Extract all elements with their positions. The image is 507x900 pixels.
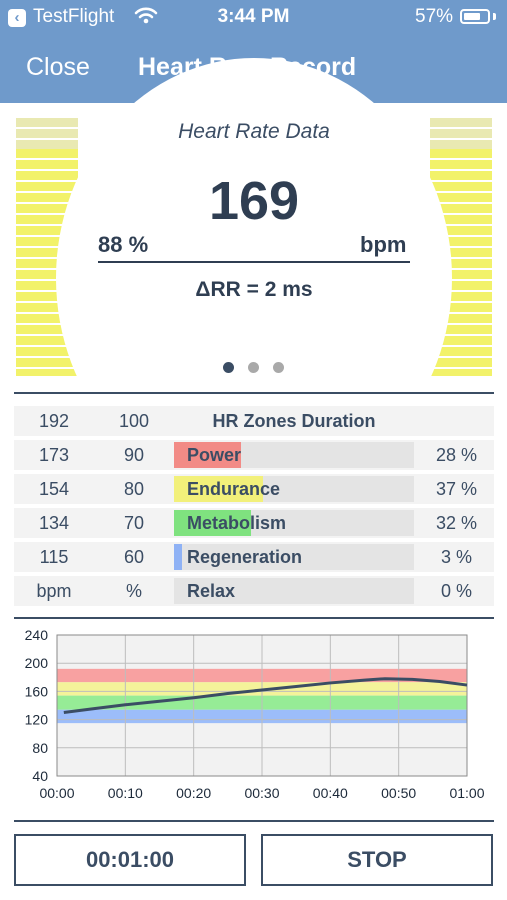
battery-tip-icon bbox=[493, 13, 496, 20]
zone-bar-fill bbox=[174, 476, 263, 502]
y-tick-label: 40 bbox=[32, 768, 48, 784]
zone-percent: 80 bbox=[123, 479, 145, 499]
heart-rate-gauge[interactable]: Heart Rate Data 169 88 % bpm ΔRR = 2 ms bbox=[16, 58, 492, 498]
zone-name: Power bbox=[187, 445, 242, 465]
zone-duration: 32 % bbox=[435, 513, 478, 533]
y-tick-label: 240 bbox=[25, 627, 49, 643]
heart-rate-line bbox=[63, 677, 468, 715]
zone-row-relax: bpm % Relax 0 % bbox=[14, 576, 494, 606]
zone-row-metabolism: 134 70 Metabolism 32 % bbox=[14, 508, 494, 538]
gauge-divider bbox=[98, 261, 410, 263]
chart-frame bbox=[56, 634, 468, 777]
page-dot-1[interactable] bbox=[223, 362, 234, 373]
zone-bpm: 115 bbox=[39, 547, 69, 567]
zone-bar-fill bbox=[174, 510, 251, 536]
zone-bar: Regeneration bbox=[174, 544, 414, 570]
page-dot-3[interactable] bbox=[273, 362, 284, 373]
zone-name: Regeneration bbox=[187, 547, 303, 567]
zone-bar: Endurance bbox=[174, 476, 414, 502]
heart-rate-percent: 88 % bbox=[98, 232, 149, 257]
y-tick-label: 160 bbox=[25, 683, 49, 699]
zone-percent: 70 bbox=[123, 513, 145, 533]
zone-percent-unit: % bbox=[125, 581, 142, 601]
zone-bpm: 173 bbox=[38, 445, 70, 465]
zone-name: Metabolism bbox=[187, 513, 287, 533]
close-button[interactable]: Close bbox=[26, 53, 90, 81]
zone-duration: 37 % bbox=[435, 479, 478, 499]
zone-bar-fill bbox=[174, 442, 241, 468]
back-app-label[interactable]: TestFlight bbox=[33, 6, 115, 27]
battery-percent: 57% bbox=[415, 6, 454, 27]
zone-duration: 0 % bbox=[440, 581, 473, 601]
zone-duration: 3 % bbox=[440, 547, 473, 567]
elapsed-timer-button[interactable]: 00:01:00 bbox=[14, 834, 246, 886]
zone-bar: Metabolism bbox=[174, 510, 414, 536]
gauge-title: Heart Rate Data bbox=[178, 120, 330, 143]
section-divider bbox=[14, 392, 494, 394]
zones-header-row: 192 100 HR Zones Duration bbox=[14, 406, 494, 436]
section-divider bbox=[14, 617, 494, 619]
wifi-icon bbox=[134, 7, 158, 24]
rr-interval-value: ΔRR = 2 ms bbox=[195, 278, 313, 301]
y-tick-label: 200 bbox=[25, 655, 49, 671]
zone-name: Relax bbox=[187, 581, 236, 601]
x-tick-label: 01:00 bbox=[449, 785, 484, 801]
zone-bar: Relax bbox=[174, 578, 414, 604]
battery-icon bbox=[460, 9, 490, 24]
x-tick-label: 00:00 bbox=[39, 785, 74, 801]
x-tick-label: 00:50 bbox=[381, 785, 416, 801]
zone-row-power: 173 90 Power 28 % bbox=[14, 440, 494, 470]
back-to-app-icon[interactable]: ‹ bbox=[8, 9, 26, 27]
zone-bpm: 134 bbox=[38, 513, 70, 533]
zone-bpm: 154 bbox=[38, 479, 70, 499]
zone-percent: 100 bbox=[118, 411, 150, 431]
zone-percent: 90 bbox=[123, 445, 145, 465]
zone-percent: 60 bbox=[123, 547, 145, 567]
stop-button[interactable]: STOP bbox=[261, 834, 493, 886]
x-tick-label: 00:10 bbox=[108, 785, 143, 801]
page-dot-2[interactable] bbox=[248, 362, 259, 373]
section-divider bbox=[14, 820, 494, 822]
x-tick-label: 00:20 bbox=[176, 785, 211, 801]
x-tick-label: 00:40 bbox=[313, 785, 348, 801]
zone-bar: Power bbox=[174, 442, 414, 468]
zone-bpm: 192 bbox=[38, 411, 70, 431]
y-tick-label: 80 bbox=[32, 740, 48, 756]
heart-rate-value: 169 bbox=[208, 171, 300, 231]
status-time: 3:44 PM bbox=[217, 6, 290, 27]
zones-title: HR Zones Duration bbox=[212, 411, 376, 431]
heart-rate-unit: bpm bbox=[360, 232, 407, 257]
x-tick-label: 00:30 bbox=[244, 785, 279, 801]
y-tick-label: 120 bbox=[25, 712, 49, 728]
zone-row-endurance: 154 80 Endurance 37 % bbox=[14, 474, 494, 504]
zone-duration: 28 % bbox=[435, 445, 478, 465]
zone-row-regeneration: 115 60 Regeneration 3 % bbox=[14, 542, 494, 572]
zone-name: Endurance bbox=[187, 479, 281, 499]
zone-bar-fill bbox=[174, 544, 182, 570]
zone-bpm-unit: bpm bbox=[36, 581, 72, 601]
